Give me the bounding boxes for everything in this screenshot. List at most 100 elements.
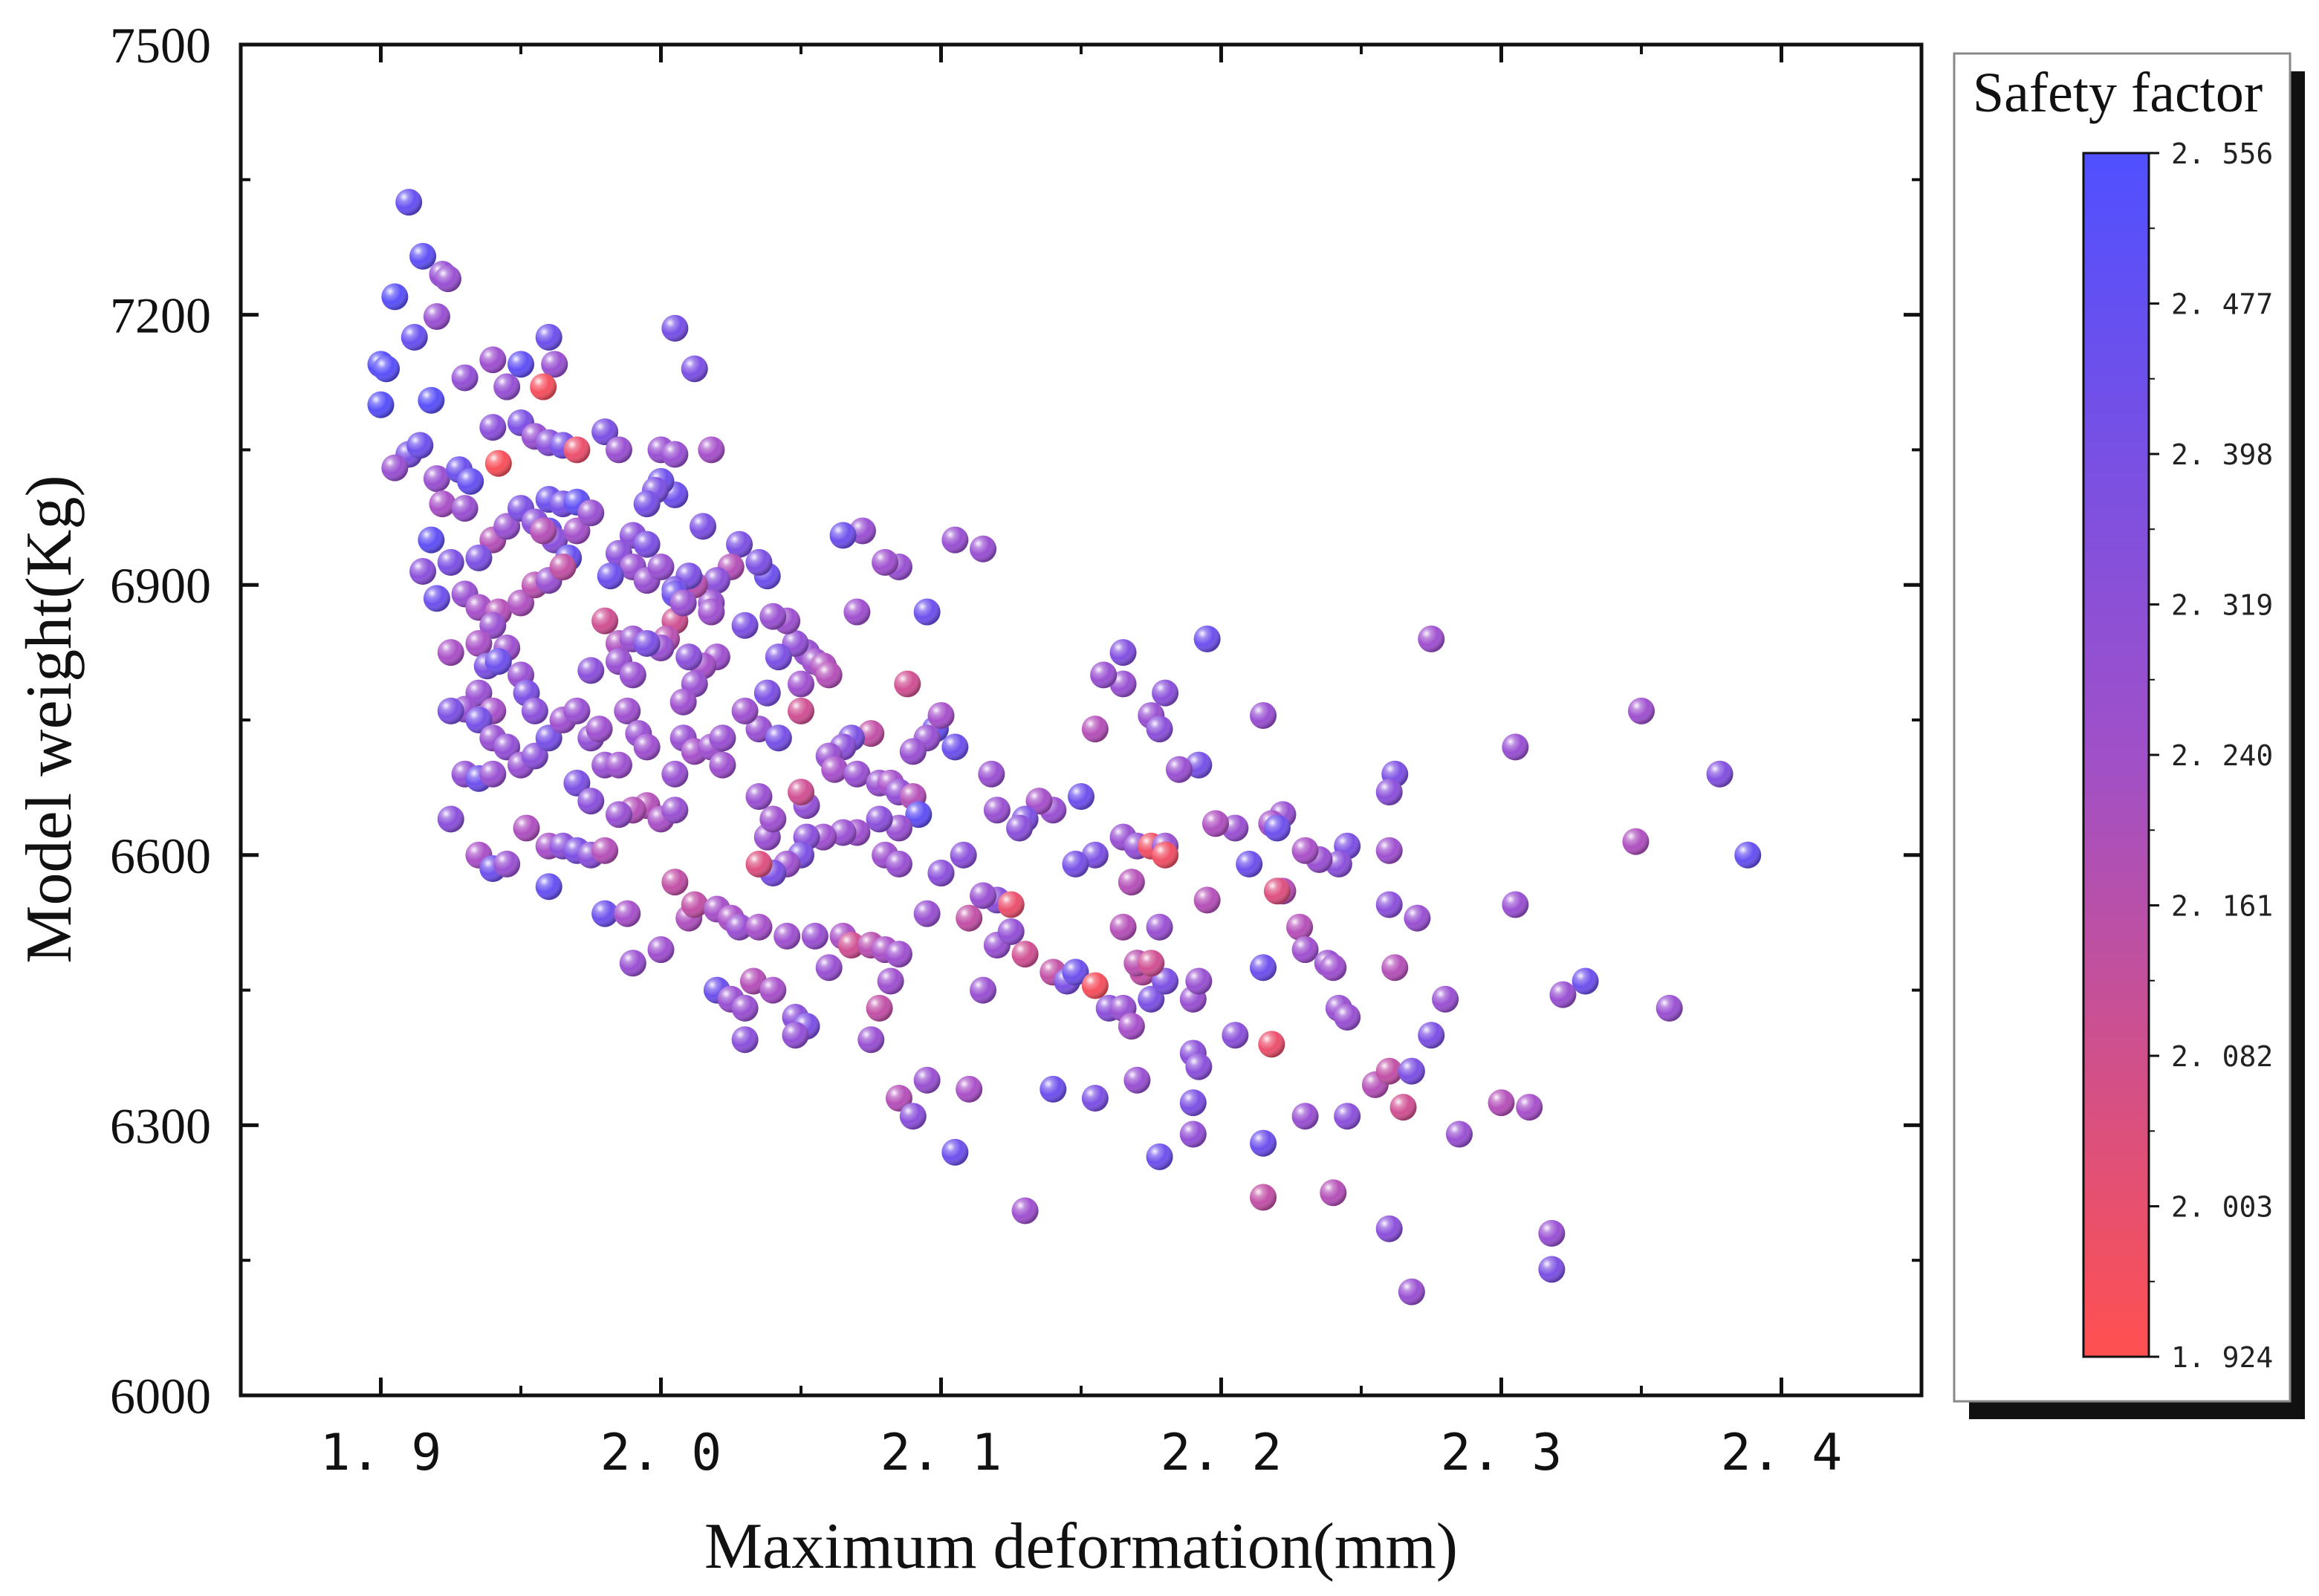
data-point-shine (731, 1026, 759, 1054)
data-point-shine (675, 643, 703, 671)
data-point (675, 643, 703, 671)
data-point (1025, 788, 1053, 815)
data-point (815, 661, 843, 689)
data-point-shine (1263, 814, 1291, 842)
data-point-shine (614, 697, 641, 724)
data-point-shine (591, 837, 619, 864)
data-point (434, 265, 461, 293)
data-point (661, 869, 689, 896)
data-point (409, 242, 437, 270)
data-point (465, 707, 493, 733)
data-point (709, 724, 736, 752)
data-point (591, 607, 619, 635)
data-point (885, 850, 912, 878)
data-point (1011, 1197, 1039, 1224)
data-point (872, 548, 899, 576)
data-point (669, 589, 697, 617)
data-point (418, 526, 445, 554)
colorbar-tick-label: 2. 082 (2171, 1040, 2273, 1073)
data-point (866, 994, 893, 1022)
data-point-shine (535, 323, 562, 351)
colorbar-tick-label: 2. 556 (2171, 137, 2273, 170)
data-point-shine (1445, 1120, 1473, 1148)
data-point-shine (765, 724, 792, 752)
data-point (619, 661, 646, 689)
data-point (1081, 1085, 1109, 1112)
data-point-shine (577, 788, 605, 815)
data-point (521, 742, 548, 770)
x-axis-title: Maximum deformation(mm) (704, 1511, 1458, 1583)
data-point-shine (1320, 954, 1347, 982)
data-point (698, 436, 725, 464)
scatter-points (367, 189, 1762, 1305)
data-point-shine (1011, 941, 1039, 968)
data-point-shine (1236, 850, 1263, 878)
data-point (815, 954, 843, 982)
data-point-shine (1572, 967, 1599, 995)
data-point (493, 733, 521, 761)
data-point-shine (950, 841, 977, 869)
data-point-shine (661, 314, 689, 342)
data-point-shine (597, 562, 624, 590)
data-point-shine (745, 850, 773, 878)
data-point-shine (941, 733, 969, 761)
data-point-shine (451, 495, 479, 522)
data-point-shine (418, 386, 445, 414)
data-point (614, 697, 641, 724)
data-point-shine (563, 517, 591, 545)
data-point (970, 882, 997, 909)
data-point (731, 1026, 759, 1054)
data-point-shine (1398, 1278, 1425, 1305)
data-point (437, 639, 464, 666)
data-point-shine (1549, 981, 1577, 1008)
data-point (997, 891, 1025, 918)
data-point-shine (465, 629, 493, 657)
data-point (1062, 850, 1089, 878)
data-point-shine (681, 891, 708, 918)
data-point-shine (1201, 810, 1229, 837)
data-point (633, 490, 661, 518)
data-point-shine (843, 760, 871, 788)
data-point-shine (1118, 1013, 1145, 1040)
colorbar-tick-label: 2. 161 (2171, 890, 2273, 923)
data-point-shine (661, 760, 689, 788)
data-point-shine (843, 598, 871, 626)
data-point-shine (1152, 967, 1179, 995)
data-point (970, 976, 997, 1004)
y-axis-ticks: 6000 6300 6600 6900 7200 7500 (110, 17, 1921, 1424)
data-point (429, 490, 456, 518)
data-point-shine (773, 922, 801, 950)
colorbar-tick-label: 2. 240 (2171, 739, 2273, 772)
data-point (577, 499, 605, 527)
data-point (978, 760, 1005, 788)
data-point-shine (457, 467, 484, 495)
data-point (614, 900, 641, 927)
data-point-shine (434, 265, 461, 293)
data-point-shine (1734, 841, 1762, 869)
data-point (1334, 1003, 1361, 1031)
data-point-shine (633, 629, 661, 657)
data-point-shine (479, 346, 507, 374)
data-point-shine (1502, 891, 1529, 918)
data-point-shine (1123, 1066, 1151, 1094)
data-point-shine (1146, 1143, 1173, 1170)
data-point-shine (619, 950, 646, 977)
data-point-shine (885, 1085, 912, 1112)
data-point (1250, 1184, 1277, 1211)
data-point-shine (409, 242, 437, 270)
data-point-shine (1538, 1256, 1566, 1283)
x-tick-label: 2. 1 (880, 1424, 1002, 1482)
data-point-shine (493, 373, 521, 400)
data-point-shine (1334, 1103, 1361, 1130)
data-point (1185, 1053, 1213, 1080)
data-point (493, 513, 521, 540)
data-point (1628, 697, 1655, 724)
data-point (1516, 1094, 1543, 1121)
data-point (726, 531, 753, 558)
data-point (1622, 828, 1650, 855)
data-point (1146, 1143, 1173, 1170)
data-point-shine (913, 1066, 941, 1094)
data-point (507, 589, 534, 617)
data-point-shine (1146, 716, 1173, 743)
